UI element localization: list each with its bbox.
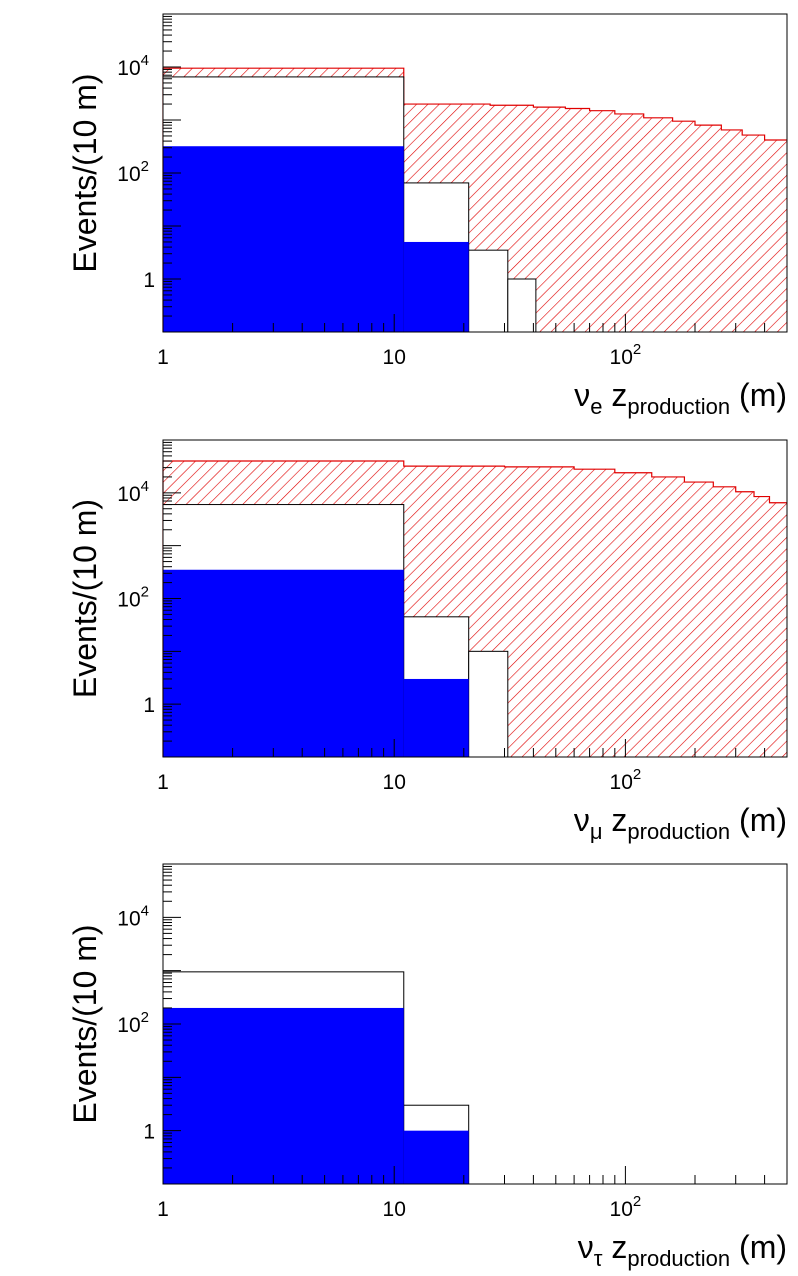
y-tick-label: 102 (117, 158, 149, 186)
bar-white-outline-2 (468, 650, 509, 758)
x-axis-ticks (162, 1166, 788, 1184)
outline-hatched-red (162, 67, 787, 332)
bar-blue-filled-0 (163, 146, 404, 332)
x-tick-label: 102 (610, 1193, 642, 1221)
x-tick-label: 1 (157, 1198, 169, 1221)
y-tick-label: 1 (143, 269, 155, 292)
panel-nu-e: 1 102 104 1 10 102 Events/(10 m) νe zproduction… (67, 13, 788, 419)
bar-hatched-red-6 (614, 113, 644, 332)
outline-hatched-red (162, 460, 787, 757)
bar-hatched-red-6 (684, 482, 714, 757)
y-tick-label: 104 (117, 52, 149, 80)
x-axis-ticks (162, 314, 788, 332)
x-axis-label: ντ zproduction (m) (578, 1229, 787, 1271)
bar-hatched-red-5 (651, 476, 685, 757)
y-tick-label: 1 (143, 1121, 155, 1144)
x-tick-label: 10 (383, 771, 406, 794)
bar-hatched-red-9 (754, 496, 770, 757)
y-tick-label: 1 (143, 694, 155, 717)
bar-blue-filled-1 (403, 678, 469, 757)
y-axis-ticks (163, 15, 181, 333)
bar-hatched-red-7 (643, 117, 673, 333)
bar-hatched-red-3 (533, 107, 566, 332)
bar-blue-filled-1 (403, 1130, 469, 1184)
bar-hatched-red-4 (614, 472, 652, 757)
y-axis-ticks (163, 865, 181, 1185)
panel-nu-mu: 1 102 104 1 10 102 Events/(10 m) νμ zproduction… (67, 439, 788, 844)
y-axis-ticks (163, 441, 181, 758)
bar-hatched-red-9 (694, 125, 722, 332)
y-tick-label: 104 (117, 478, 149, 506)
bar-blue-filled-0 (163, 569, 404, 757)
bar-hatched-red-2 (504, 466, 575, 757)
bar-hatched-red-8 (672, 121, 695, 332)
x-tick-label: 10 (383, 1198, 406, 1221)
bar-hatched-red-10 (721, 129, 743, 332)
x-tick-label: 102 (610, 766, 642, 794)
bar-hatched-red-8 (735, 491, 755, 757)
y-tick-label: 104 (117, 902, 149, 930)
y-axis-label: Events/(10 m) (67, 499, 103, 698)
bar-white-outline-3 (507, 278, 537, 333)
x-axis-ticks (162, 739, 788, 757)
panel-nu-tau: 1 102 104 1 10 102 Events/(10 m) ντ zproduction… (67, 863, 788, 1271)
bar-white-outline-2 (468, 249, 509, 333)
bar-hatched-red-10 (769, 502, 787, 757)
x-tick-label: 102 (610, 341, 642, 369)
bar-hatched-red-11 (742, 135, 765, 332)
y-axis-label: Events/(10 m) (67, 924, 103, 1123)
x-tick-label: 1 (157, 771, 169, 794)
x-tick-label: 1 (157, 346, 169, 369)
bar-blue-filled-0 (163, 1007, 404, 1184)
y-axis-label: Events/(10 m) (67, 73, 103, 272)
series-blue-filled (163, 1007, 469, 1184)
series-blue-filled (163, 146, 469, 332)
x-tick-label: 10 (383, 346, 406, 369)
x-axis-label: νμ zproduction (m) (574, 802, 787, 844)
x-axis-label: νe zproduction (m) (574, 377, 787, 419)
bar-hatched-red-4 (565, 108, 590, 332)
bar-blue-filled-1 (403, 241, 469, 332)
series-blue-filled (163, 569, 469, 757)
bar-hatched-red-12 (764, 139, 787, 332)
y-tick-label: 102 (117, 1009, 149, 1037)
bar-hatched-red-7 (713, 486, 736, 757)
bar-hatched-red-3 (574, 469, 615, 757)
bar-hatched-red-5 (589, 110, 615, 332)
y-tick-label: 102 (117, 584, 149, 612)
